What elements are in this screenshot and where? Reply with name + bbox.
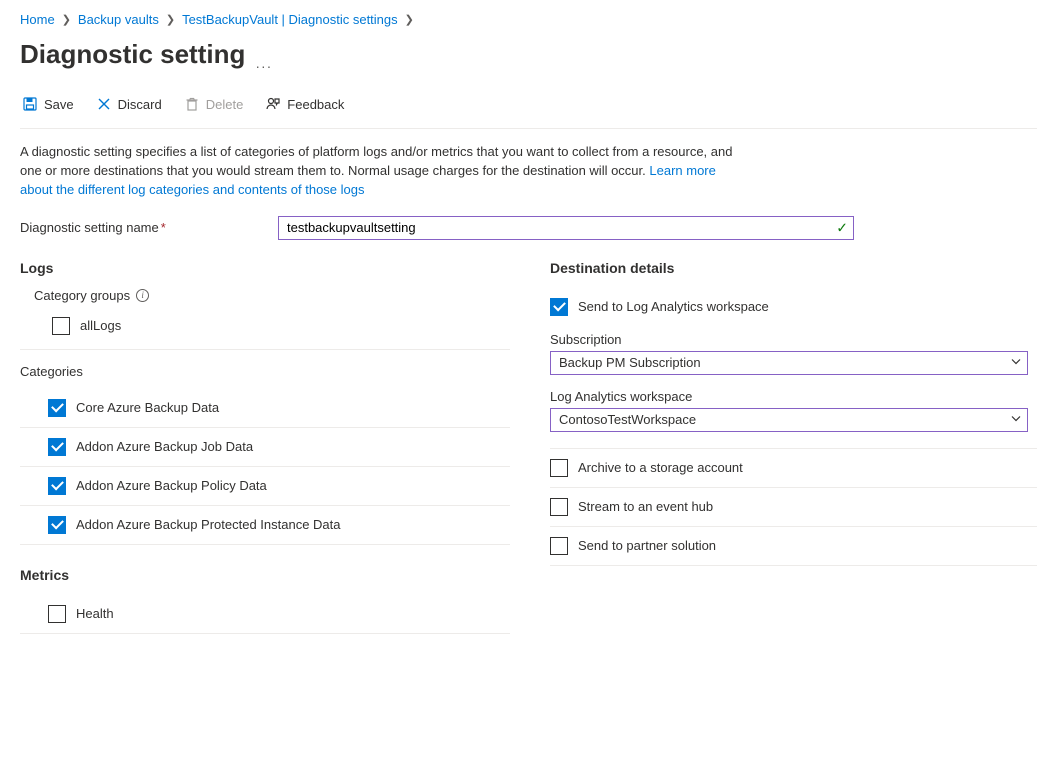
dest-storage-block: Archive to a storage account xyxy=(550,449,1037,488)
more-actions-icon[interactable]: ··· xyxy=(255,58,272,74)
breadcrumb: Home ❯ Backup vaults ❯ TestBackupVault |… xyxy=(20,12,1037,27)
workspace-label: Log Analytics workspace xyxy=(550,389,1037,404)
dest-eventhub-label[interactable]: Stream to an event hub xyxy=(578,499,713,514)
category-row: Addon Azure Backup Protected Instance Da… xyxy=(20,506,510,545)
feedback-label: Feedback xyxy=(287,97,344,112)
category-checkbox-job[interactable] xyxy=(48,438,66,456)
delete-label: Delete xyxy=(206,97,244,112)
categories-subhead: Categories xyxy=(20,364,510,379)
dest-storage-checkbox[interactable] xyxy=(550,459,568,477)
chevron-right-icon: ❯ xyxy=(405,13,414,26)
alllogs-label[interactable]: allLogs xyxy=(80,318,121,333)
setting-name-row: Diagnostic setting name* ✓ xyxy=(20,216,1037,240)
info-icon[interactable]: i xyxy=(136,289,149,302)
save-icon xyxy=(22,96,38,112)
description-text: A diagnostic setting specifies a list of… xyxy=(20,143,740,200)
metric-checkbox-health[interactable] xyxy=(48,605,66,623)
setting-name-input[interactable] xyxy=(278,216,854,240)
alllogs-row: allLogs xyxy=(20,313,510,350)
category-label[interactable]: Addon Azure Backup Policy Data xyxy=(76,478,267,493)
metric-label[interactable]: Health xyxy=(76,606,114,621)
chevron-right-icon: ❯ xyxy=(166,13,175,26)
dest-partner-label[interactable]: Send to partner solution xyxy=(578,538,716,553)
category-label[interactable]: Core Azure Backup Data xyxy=(76,400,219,415)
delete-button: Delete xyxy=(182,92,246,116)
category-checkbox-policy[interactable] xyxy=(48,477,66,495)
category-groups-subhead: Category groups i xyxy=(34,288,510,303)
save-button[interactable]: Save xyxy=(20,92,76,116)
category-checkbox-core[interactable] xyxy=(48,399,66,417)
subscription-select[interactable]: Backup PM Subscription xyxy=(550,351,1028,375)
dest-loganalytics-checkbox[interactable] xyxy=(550,298,568,316)
chevron-right-icon: ❯ xyxy=(62,13,71,26)
alllogs-checkbox[interactable] xyxy=(52,317,70,335)
breadcrumb-home[interactable]: Home xyxy=(20,12,55,27)
logs-heading: Logs xyxy=(20,260,510,276)
dest-partner-checkbox[interactable] xyxy=(550,537,568,555)
required-indicator: * xyxy=(161,220,166,235)
metric-row: Health xyxy=(20,595,510,634)
setting-name-label: Diagnostic setting name xyxy=(20,220,159,235)
discard-button[interactable]: Discard xyxy=(94,92,164,116)
category-row: Core Azure Backup Data xyxy=(20,389,510,428)
feedback-icon xyxy=(265,96,281,112)
destination-heading: Destination details xyxy=(550,260,1037,276)
feedback-button[interactable]: Feedback xyxy=(263,92,346,116)
category-label[interactable]: Addon Azure Backup Job Data xyxy=(76,439,253,454)
category-row: Addon Azure Backup Job Data xyxy=(20,428,510,467)
category-row: Addon Azure Backup Policy Data xyxy=(20,467,510,506)
workspace-select[interactable]: ContosoTestWorkspace xyxy=(550,408,1028,432)
toolbar: Save Discard Delete Feedback xyxy=(20,92,1037,129)
valid-check-icon: ✓ xyxy=(836,219,848,236)
breadcrumb-backup-vaults[interactable]: Backup vaults xyxy=(78,12,159,27)
subscription-label: Subscription xyxy=(550,332,1037,347)
close-icon xyxy=(96,96,112,112)
dest-partner-block: Send to partner solution xyxy=(550,527,1037,566)
dest-loganalytics-block: Send to Log Analytics workspace Subscrip… xyxy=(550,288,1037,449)
category-label[interactable]: Addon Azure Backup Protected Instance Da… xyxy=(76,517,341,532)
dest-storage-label[interactable]: Archive to a storage account xyxy=(578,460,743,475)
page-title: Diagnostic setting xyxy=(20,39,245,70)
save-label: Save xyxy=(44,97,74,112)
trash-icon xyxy=(184,96,200,112)
metrics-heading: Metrics xyxy=(20,567,510,583)
dest-eventhub-checkbox[interactable] xyxy=(550,498,568,516)
dest-loganalytics-label[interactable]: Send to Log Analytics workspace xyxy=(578,299,769,314)
breadcrumb-diagnostic-settings[interactable]: TestBackupVault | Diagnostic settings xyxy=(182,12,398,27)
dest-eventhub-block: Stream to an event hub xyxy=(550,488,1037,527)
category-checkbox-protected-instance[interactable] xyxy=(48,516,66,534)
discard-label: Discard xyxy=(118,97,162,112)
